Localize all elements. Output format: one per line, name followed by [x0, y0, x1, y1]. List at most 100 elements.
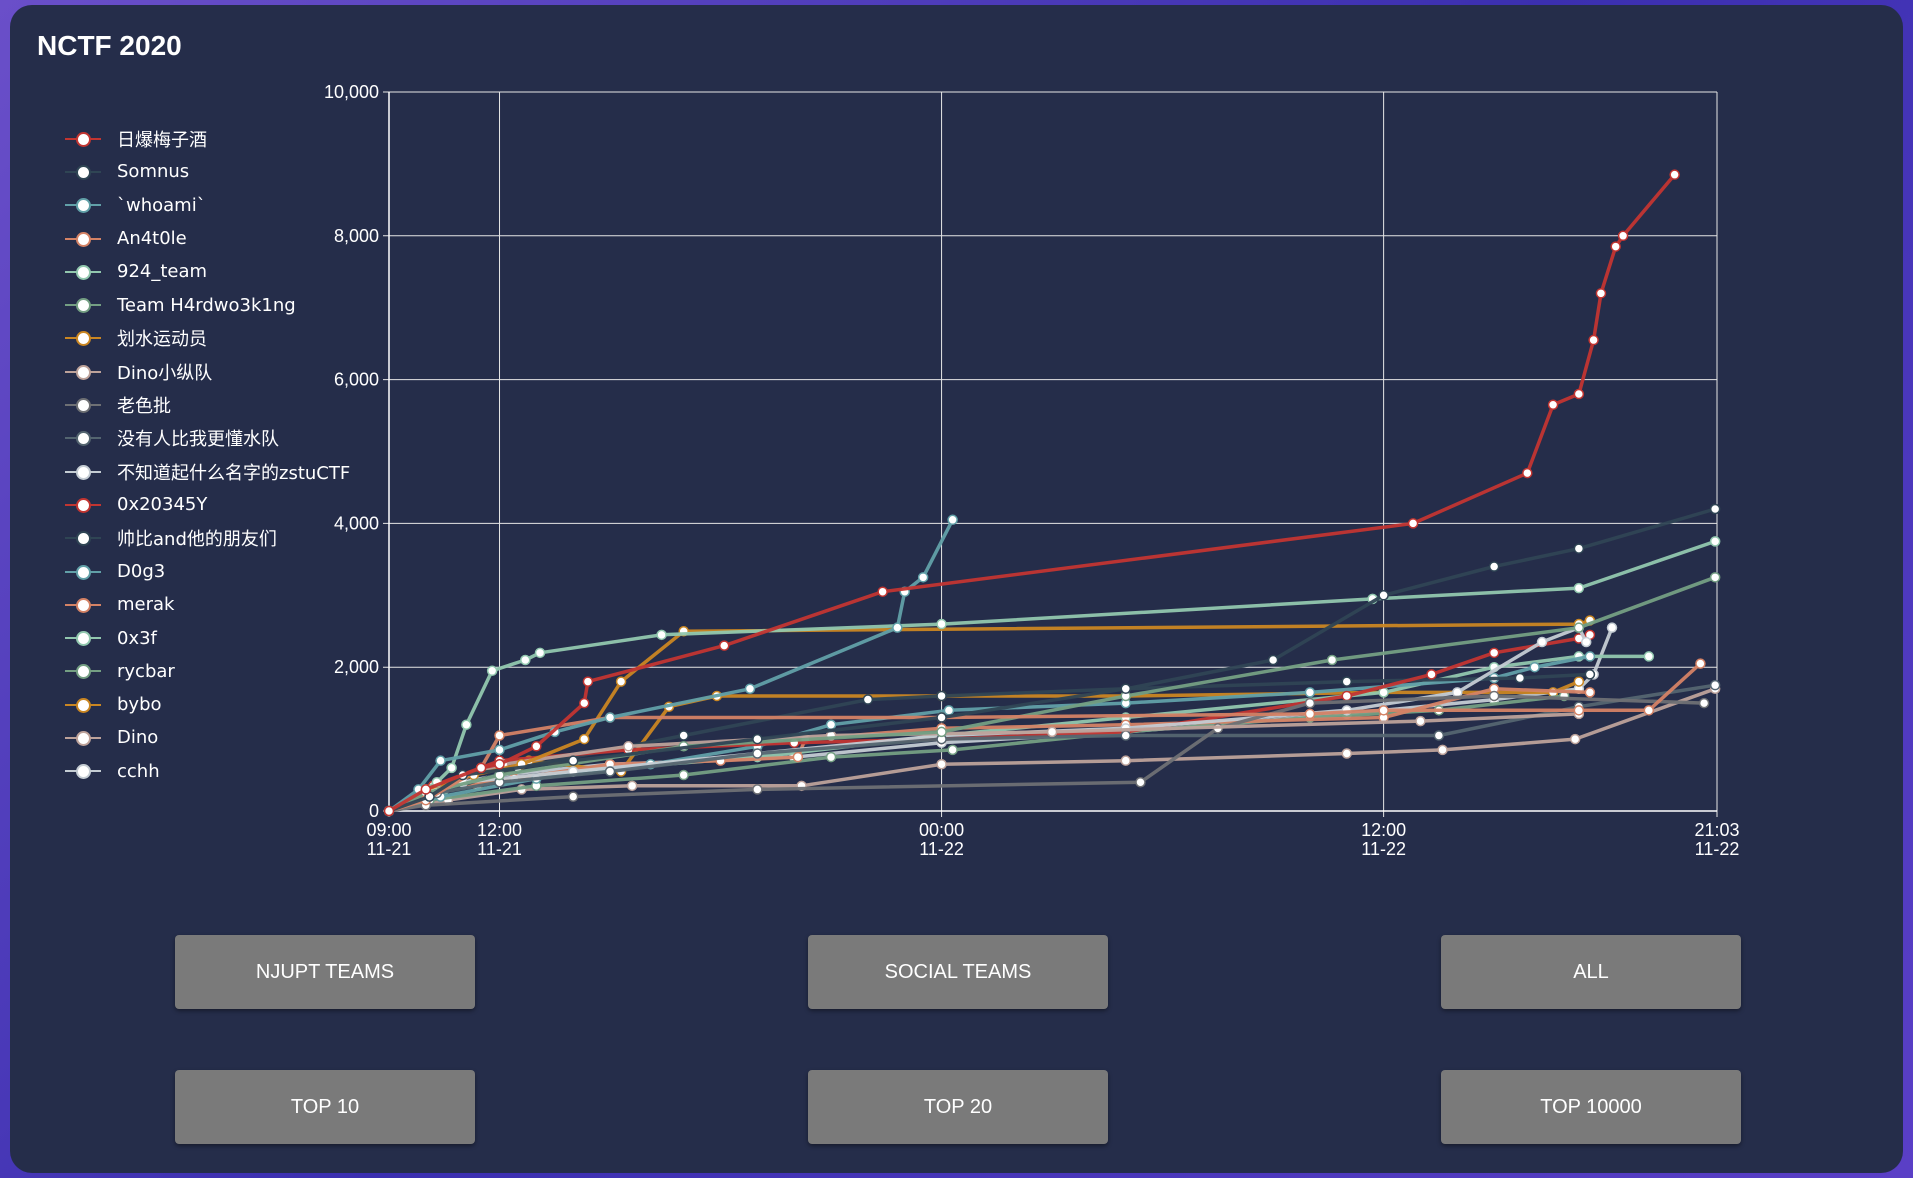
data-point: [1341, 676, 1353, 687]
data-point: [1426, 669, 1437, 680]
data-point: [567, 755, 579, 766]
top10000-button[interactable]: TOP 10000: [1441, 1070, 1741, 1144]
data-point: [435, 755, 446, 766]
top20-button[interactable]: TOP 20: [808, 1070, 1108, 1144]
data-point: [1709, 536, 1721, 547]
x-tick-date-label: 11-22: [1695, 839, 1740, 859]
legend-item[interactable]: An4t0le: [65, 222, 350, 255]
legend-swatch-icon: [65, 628, 101, 648]
data-point: [1610, 241, 1621, 252]
legend-swatch-icon: [65, 428, 101, 448]
y-tick-label: 4,000: [334, 513, 379, 533]
legend-label: 帅比and他的朋友们: [117, 529, 277, 551]
legend-item[interactable]: merak: [65, 588, 350, 621]
data-point: [1514, 672, 1526, 684]
data-point: [461, 719, 472, 730]
data-point: [1643, 651, 1655, 662]
data-point: [1120, 683, 1132, 695]
data-point: [1433, 730, 1445, 741]
top10-button[interactable]: TOP 10: [175, 1070, 475, 1144]
data-point: [1304, 708, 1316, 720]
legend-swatch-icon: [65, 595, 101, 615]
social-button[interactable]: SOCIAL TEAMS: [808, 935, 1108, 1009]
data-point: [1304, 697, 1316, 709]
data-point: [494, 730, 505, 741]
legend-item[interactable]: 0x3f: [65, 621, 350, 654]
data-point: [1584, 687, 1596, 698]
data-point: [520, 654, 531, 666]
all-button[interactable]: ALL: [1441, 935, 1741, 1009]
x-tick-time-label: 21:03: [1694, 820, 1739, 840]
legend-item[interactable]: cchh: [65, 755, 350, 788]
data-point: [917, 572, 929, 583]
legend-swatch-icon: [65, 362, 101, 382]
legend-label: Team H4rdwo3k1ng: [117, 294, 296, 316]
data-point: [678, 769, 689, 781]
legend-item[interactable]: `whoami`: [65, 189, 350, 222]
legend-swatch-icon: [65, 229, 101, 249]
legend-item[interactable]: rycbar: [65, 655, 350, 688]
x-tick-date-label: 11-21: [477, 839, 522, 859]
data-point: [936, 618, 947, 630]
legend-item[interactable]: Somnus: [65, 155, 350, 188]
data-point: [604, 712, 616, 723]
legend-item[interactable]: 划水运动员: [65, 322, 350, 355]
njupt-button[interactable]: NJUPT TEAMS: [175, 935, 475, 1009]
legend-item[interactable]: 老色批: [65, 388, 350, 421]
data-point: [1415, 715, 1426, 727]
data-point: [1606, 622, 1618, 633]
legend-label: cchh: [117, 760, 160, 782]
data-point: [1547, 399, 1559, 411]
data-point: [656, 629, 667, 641]
legend-swatch-icon: [65, 528, 101, 548]
data-point: [936, 712, 947, 723]
data-point: [877, 586, 888, 597]
legend-item[interactable]: 0x20345Y: [65, 488, 350, 521]
legend-item[interactable]: 帅比and他的朋友们: [65, 522, 350, 555]
legend-item[interactable]: Team H4rdwo3k1ng: [65, 288, 350, 321]
legend-item[interactable]: D0g3: [65, 555, 350, 588]
data-point: [1573, 705, 1585, 716]
legend-item[interactable]: 924_team: [65, 255, 350, 288]
legend-item[interactable]: bybo: [65, 688, 350, 721]
data-point: [792, 751, 804, 763]
y-tick-label: 10,000: [324, 82, 379, 102]
legend-item[interactable]: 不知道起什么名字的zstuCTF: [65, 455, 350, 488]
legend-swatch-icon: [65, 695, 101, 715]
legend-label: 老色批: [117, 396, 171, 418]
legend-label: 没有人比我更懂水队: [117, 429, 279, 451]
chart-legend: 日爆梅子酒 Somnus `whoami` An4t0le 924_team Team H…: [65, 122, 350, 788]
legend-label: rycbar: [117, 660, 175, 682]
data-point: [623, 741, 634, 752]
x-tick-date-label: 11-22: [1361, 839, 1406, 859]
data-point: [744, 683, 756, 695]
data-point: [1573, 622, 1585, 633]
data-point: [1536, 636, 1548, 648]
data-point: [1698, 697, 1710, 709]
data-point: [1584, 669, 1596, 680]
data-point: [1709, 503, 1721, 515]
data-point: [825, 751, 837, 763]
legend-item[interactable]: 没有人比我更懂水队: [65, 422, 350, 455]
data-point: [1120, 755, 1132, 766]
series-line-and: [388, 672, 1590, 813]
legend-label: 0x20345Y: [117, 494, 208, 516]
legend-item[interactable]: Dino小纵队: [65, 355, 350, 388]
data-point: [1617, 230, 1629, 242]
data-point: [626, 780, 638, 792]
data-point: [947, 744, 958, 756]
data-point: [752, 784, 763, 795]
x-tick-time-label: 12:00: [1361, 820, 1406, 840]
series-line-team-h4rdwo3k1ng: [388, 575, 1716, 813]
x-tick-date-label: 11-22: [919, 839, 964, 859]
data-point: [1573, 582, 1585, 594]
legend-item[interactable]: Dino: [65, 721, 350, 754]
legend-item[interactable]: 日爆梅子酒: [65, 122, 350, 155]
data-point: [446, 762, 457, 774]
data-point: [1573, 543, 1585, 554]
data-point: [567, 791, 579, 802]
data-point: [383, 805, 395, 817]
data-point: [752, 748, 763, 759]
legend-swatch-icon: [65, 562, 101, 582]
legend-swatch-icon: [65, 728, 101, 748]
